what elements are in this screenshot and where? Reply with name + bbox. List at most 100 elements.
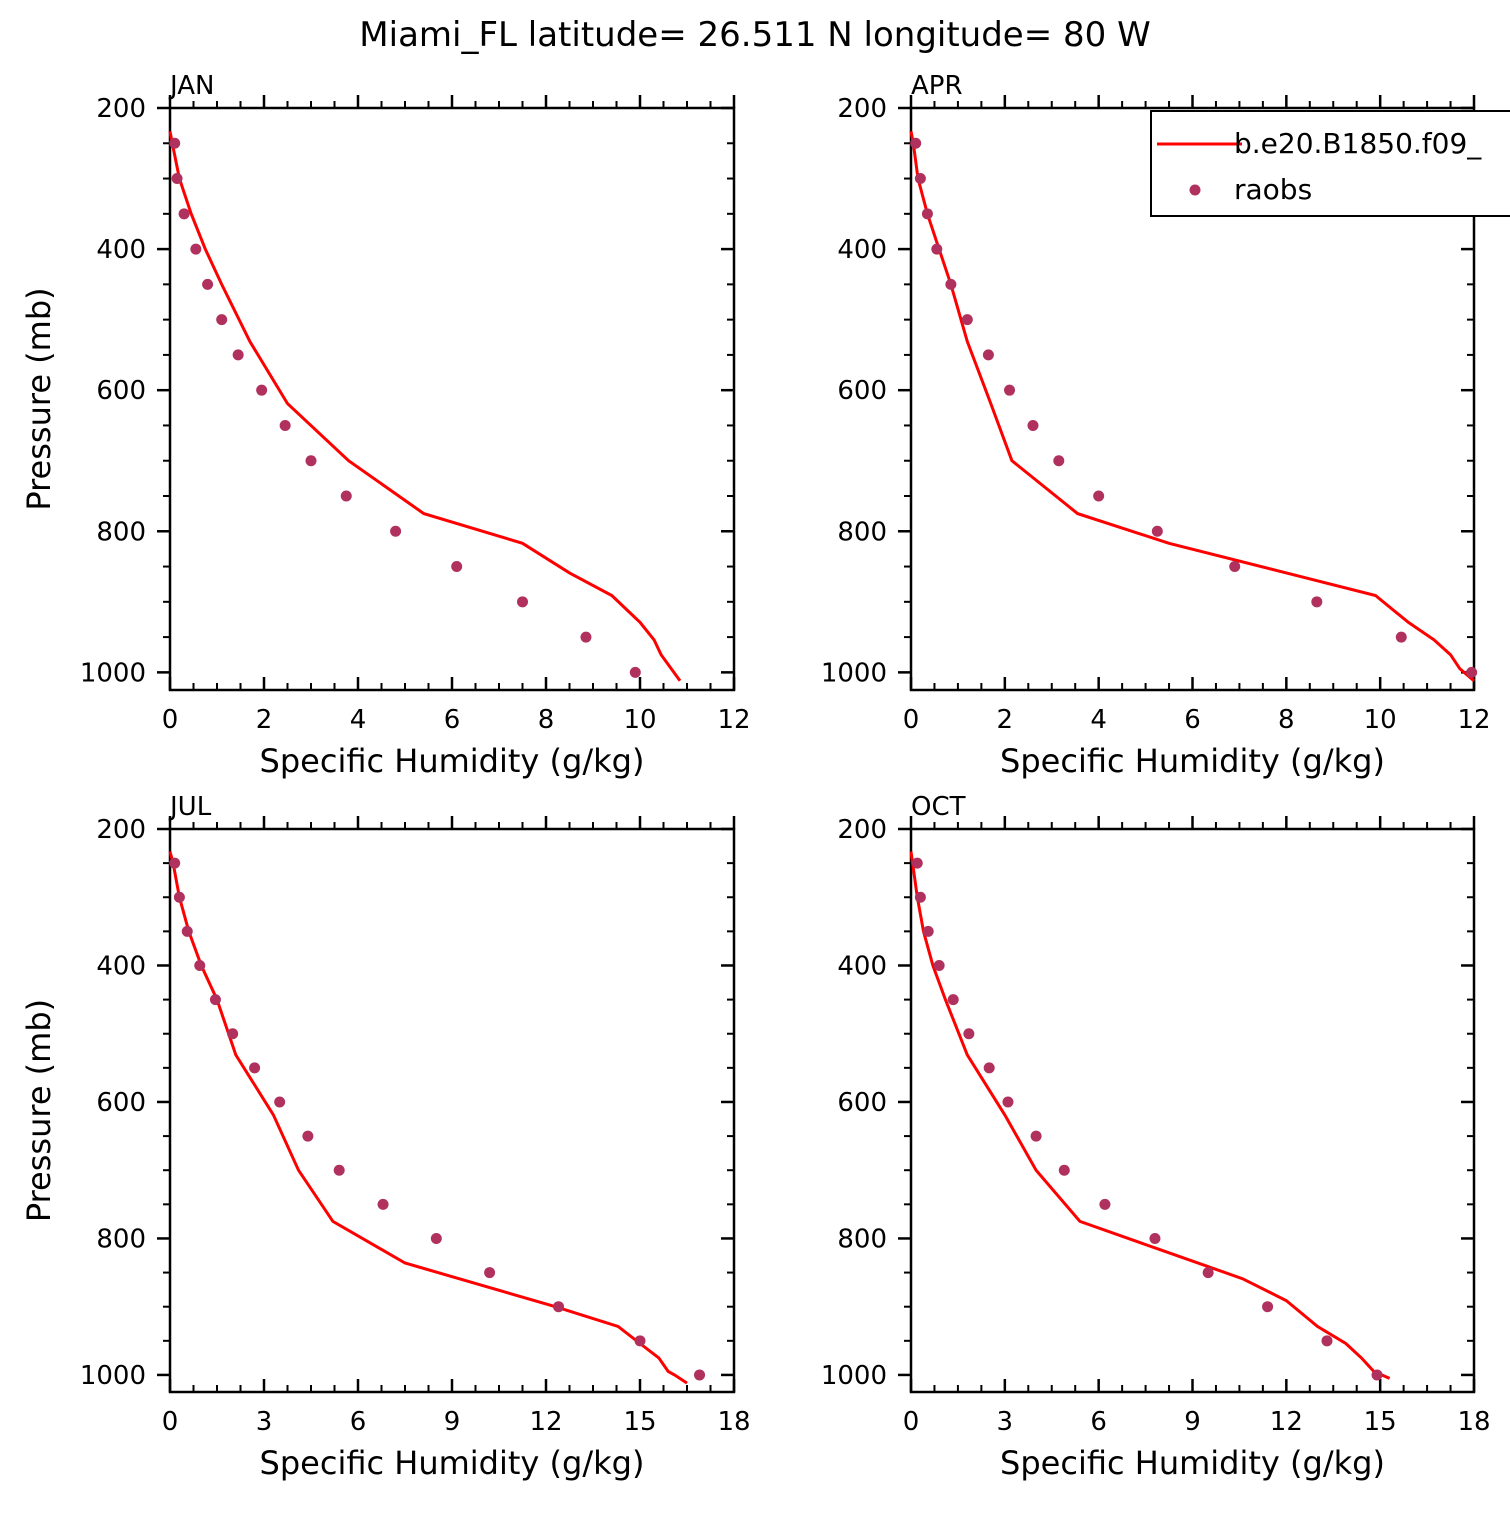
- y-tick-label: 1000: [80, 658, 146, 688]
- raobs-point: [634, 1335, 646, 1347]
- raobs-point: [333, 1164, 345, 1176]
- series-line-model: [909, 851, 1391, 1380]
- panel-jan: 0 2 4 6 8 10 12 200 400 600 800 1000 JAN Specific Hum…: [20, 71, 751, 780]
- panel-label: APR: [911, 71, 963, 101]
- raobs-point: [430, 1232, 442, 1244]
- panel-label: JAN: [168, 71, 214, 101]
- y-tick-label: 800: [837, 517, 887, 547]
- raobs-point: [1262, 1301, 1274, 1313]
- raobs-point: [1202, 1267, 1214, 1279]
- raobs-point: [982, 349, 994, 361]
- raobs-point: [256, 384, 268, 396]
- raobs-point: [173, 891, 185, 903]
- x-tick-label: 0: [903, 705, 920, 735]
- raobs-point: [553, 1301, 565, 1313]
- legend-box: [1150, 110, 1510, 217]
- raobs-point: [921, 208, 933, 220]
- raobs-point: [947, 994, 959, 1006]
- y-tick-label: 400: [96, 951, 146, 981]
- raobs-point: [629, 666, 641, 678]
- raobs-point: [209, 994, 221, 1006]
- x-tick-label: 6: [1184, 705, 1201, 735]
- raobs-point: [202, 278, 214, 290]
- panel-jul: 0 3 6 9 12 15 18 200 400 600 800 1000 JUL Specific Hu…: [20, 792, 751, 1482]
- x-tick-label: 6: [1090, 1407, 1107, 1437]
- raobs-point: [181, 925, 193, 937]
- y-tick-label: 1000: [80, 1361, 146, 1391]
- x-tick-label: 10: [1364, 705, 1397, 735]
- y-tick-label: 600: [837, 376, 887, 406]
- x-axis-label: Specific Humidity (g/kg): [260, 742, 645, 780]
- raobs-point: [232, 349, 244, 361]
- x-tick-label: 0: [162, 1407, 179, 1437]
- raobs-point: [945, 278, 957, 290]
- raobs-point: [933, 959, 945, 971]
- raobs-point: [171, 173, 183, 185]
- x-tick-label: 9: [1184, 1407, 1201, 1437]
- x-axis-label: Specific Humidity (g/kg): [1000, 742, 1385, 780]
- x-tick-label: 4: [350, 705, 367, 735]
- panel-label: OCT: [911, 792, 966, 822]
- raobs-point: [1099, 1198, 1111, 1210]
- x-tick-label: 6: [350, 1407, 367, 1437]
- y-axis-label: Pressure (mb): [20, 999, 58, 1222]
- y-tick-label: 200: [96, 815, 146, 845]
- y-axis-label: Pressure (mb): [20, 287, 58, 510]
- raobs-point: [694, 1369, 706, 1381]
- y-tick-label: 400: [96, 235, 146, 265]
- raobs-point: [580, 631, 592, 643]
- raobs-point: [1030, 1130, 1042, 1142]
- x-tick-label: 0: [162, 705, 179, 735]
- raobs-point: [249, 1062, 261, 1074]
- raobs-point: [169, 857, 181, 869]
- raobs-point: [1053, 455, 1065, 467]
- raobs-point: [963, 1028, 975, 1040]
- raobs-point: [390, 525, 402, 537]
- raobs-point: [1311, 596, 1323, 608]
- raobs-point: [216, 314, 228, 326]
- y-tick-label: 800: [96, 517, 146, 547]
- y-tick-label: 1000: [821, 1361, 887, 1391]
- plot-frame: [909, 827, 1476, 1394]
- raobs-point: [302, 1130, 314, 1142]
- plot-frame: [168, 106, 736, 692]
- raobs-point: [931, 243, 943, 255]
- x-tick-label: 10: [623, 705, 656, 735]
- y-tick-label: 800: [837, 1224, 887, 1254]
- plot-frame: [168, 827, 736, 1394]
- raobs-point: [279, 419, 291, 431]
- x-tick-label: 15: [623, 1407, 656, 1437]
- raobs-point: [1321, 1335, 1333, 1347]
- raobs-point: [1466, 666, 1478, 678]
- raobs-point: [1151, 525, 1163, 537]
- legend-label-raobs: raobs: [1234, 173, 1312, 206]
- series-line-model: [909, 131, 1475, 682]
- raobs-point: [227, 1028, 239, 1040]
- x-axis-label: Specific Humidity (g/kg): [1000, 1444, 1385, 1482]
- y-tick-label: 400: [837, 235, 887, 265]
- x-tick-label: 0: [903, 1407, 920, 1437]
- raobs-point: [169, 137, 181, 149]
- panel-label: JUL: [168, 792, 212, 822]
- raobs-point: [305, 455, 317, 467]
- x-tick-label: 4: [1090, 705, 1107, 735]
- raobs-point: [451, 561, 463, 573]
- series-line-model: [168, 851, 688, 1385]
- x-tick-label: 6: [444, 705, 461, 735]
- x-tick-label: 2: [256, 705, 273, 735]
- y-tick-label: 200: [837, 94, 887, 124]
- raobs-point: [1027, 419, 1039, 431]
- raobs-point: [1371, 1369, 1383, 1381]
- raobs-point: [1004, 384, 1016, 396]
- raobs-point: [922, 925, 934, 937]
- raobs-point: [1229, 561, 1241, 573]
- raobs-point: [914, 891, 926, 903]
- x-tick-label: 18: [1457, 1407, 1490, 1437]
- raobs-point: [517, 596, 528, 608]
- y-tick-label: 600: [96, 376, 146, 406]
- raobs-point: [911, 857, 923, 869]
- x-tick-label: 12: [1270, 1407, 1303, 1437]
- legend-label-model: b.e20.B1850.f09_: [1234, 127, 1482, 160]
- x-axis-label: Specific Humidity (g/kg): [260, 1444, 645, 1482]
- raobs-point: [1149, 1232, 1161, 1244]
